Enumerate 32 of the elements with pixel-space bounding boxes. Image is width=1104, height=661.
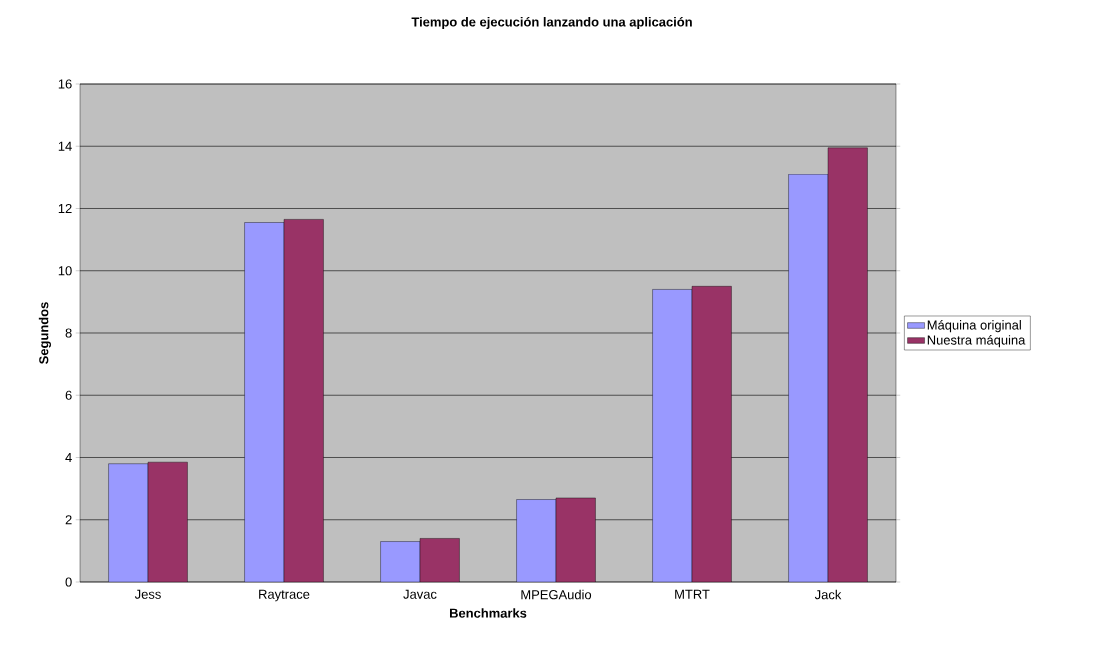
y-tick-label: 16 (58, 79, 72, 89)
y-tick-label: 6 (65, 390, 72, 400)
bar (108, 463, 149, 582)
bar (419, 538, 460, 582)
x-tick-label: Jess (134, 589, 161, 599)
bar (380, 541, 421, 582)
x-axis-title: Benchmarks (449, 608, 527, 618)
legend-label: Nuestra máquina (927, 334, 1026, 348)
x-tick-label: MPEGAudio (521, 589, 592, 600)
y-tick-label: 10 (58, 266, 72, 276)
bar (244, 222, 285, 582)
y-tick-label: 12 (58, 203, 72, 214)
bar (788, 174, 829, 582)
bar (827, 147, 868, 582)
x-tick-label: Javac (403, 589, 437, 599)
x-tick-label: Jack (814, 589, 842, 600)
y-tick-label: 8 (65, 328, 72, 338)
bar (516, 499, 557, 582)
legend-label: Máquina original (927, 319, 1021, 333)
y-tick-label: 14 (58, 141, 72, 151)
chart-title: Tiempo de ejecución lanzando una aplicación (411, 16, 692, 30)
y-tick-label: 4 (65, 453, 72, 462)
bar (691, 286, 732, 582)
y-tick-label: 0 (65, 577, 72, 587)
x-tick-label: Raytrace (259, 589, 310, 602)
bar (147, 461, 188, 582)
bar (555, 497, 596, 582)
bar (652, 289, 693, 582)
bar (283, 219, 324, 582)
x-tick-label: MTRT (675, 589, 710, 599)
y-tick-label: 2 (65, 515, 72, 525)
y-axis-title: Segundos (38, 302, 51, 364)
